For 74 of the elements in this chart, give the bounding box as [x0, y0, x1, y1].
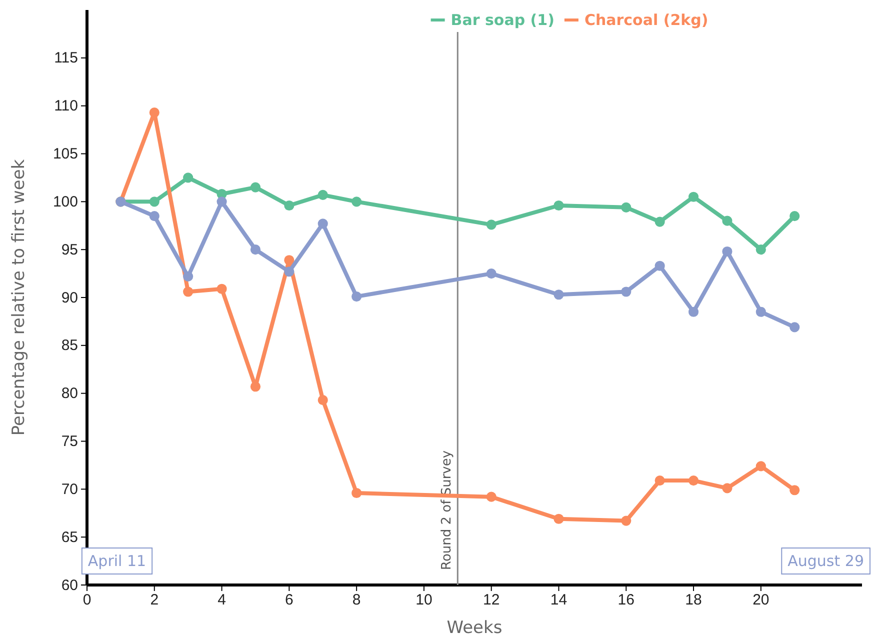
point — [654, 260, 665, 271]
y-tick-label: 100 — [52, 193, 78, 210]
point — [149, 211, 160, 222]
point — [318, 218, 328, 229]
point — [183, 172, 194, 183]
point — [688, 192, 699, 202]
x-tick-label: 10 — [416, 592, 432, 609]
point — [554, 290, 564, 300]
point — [149, 196, 160, 207]
y-tick-label: 115 — [54, 50, 78, 67]
y-tick-label: 85 — [61, 337, 78, 354]
y-tick-label: 75 — [61, 433, 78, 450]
x-tick-label: 0 — [82, 592, 92, 609]
point — [284, 266, 294, 277]
x-tick-label: 6 — [285, 592, 294, 609]
point — [688, 476, 699, 486]
x-tick-label: 4 — [218, 592, 226, 609]
point — [621, 516, 632, 526]
point — [654, 476, 665, 486]
point — [790, 211, 800, 222]
x-tick-label: 12 — [483, 592, 500, 609]
y-axis-title: Percentage relative to first week — [9, 159, 29, 436]
point — [318, 395, 328, 406]
point — [756, 461, 766, 472]
point — [250, 382, 261, 392]
annotation: April 11 — [88, 552, 146, 570]
x-tick-label: 14 — [550, 592, 568, 609]
annotation: August 29 — [788, 552, 864, 570]
y-tick-label: 60 — [61, 576, 78, 594]
ref-line-label: Round 2 of Survey — [440, 450, 455, 570]
point — [284, 200, 294, 211]
point — [722, 483, 732, 494]
x-tick-label: 16 — [618, 592, 634, 609]
y-tick-label: 90 — [61, 289, 78, 306]
point — [486, 268, 496, 279]
point — [486, 220, 496, 230]
point — [183, 286, 194, 297]
point — [554, 514, 564, 524]
point — [216, 196, 227, 207]
point — [790, 485, 800, 496]
point — [756, 306, 766, 317]
x-tick-label: 2 — [150, 592, 159, 609]
point — [621, 202, 632, 212]
x-tick-label: 20 — [752, 592, 770, 609]
point — [352, 488, 362, 498]
point — [554, 200, 564, 211]
legend-label: Charcoal (2kg) — [584, 11, 708, 29]
point — [790, 322, 800, 332]
y-tick-label: 80 — [61, 385, 78, 402]
point — [621, 286, 632, 297]
point — [722, 246, 732, 257]
point — [688, 306, 699, 317]
point — [352, 292, 362, 302]
x-axis-title: Weeks — [446, 618, 502, 638]
point — [250, 182, 261, 192]
point — [149, 108, 160, 118]
point — [284, 255, 294, 266]
x-tick-label: 18 — [685, 592, 702, 609]
point — [756, 244, 766, 255]
point — [352, 196, 362, 207]
y-tick-label: 110 — [54, 98, 78, 115]
y-tick-label: 70 — [61, 480, 78, 498]
point — [183, 271, 194, 282]
point — [250, 244, 261, 255]
point — [654, 216, 665, 227]
point — [216, 284, 227, 294]
point — [318, 190, 328, 200]
x-tick-label: 8 — [352, 592, 361, 609]
legend-label: Bar soap (1) — [450, 11, 554, 29]
y-tick-label: 65 — [61, 528, 78, 546]
y-tick-label: 105 — [52, 146, 78, 163]
point — [486, 492, 496, 502]
y-tick-label: 95 — [61, 241, 78, 258]
point — [722, 216, 732, 226]
